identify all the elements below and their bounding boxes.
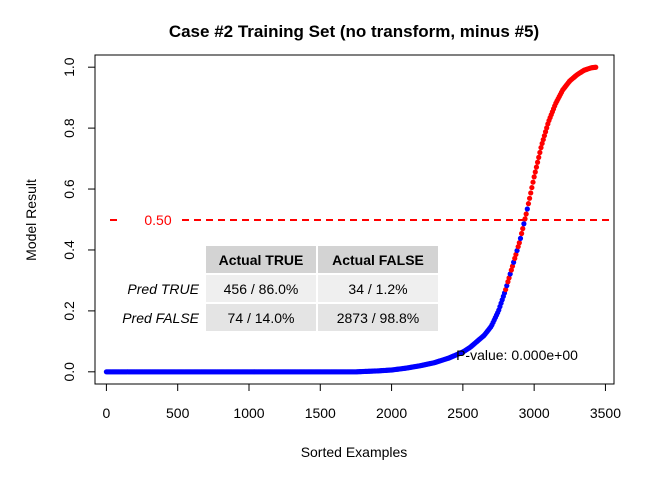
y-tick-label: 0.0 bbox=[61, 362, 77, 382]
table-cell-value: 74 / 14.0% bbox=[228, 310, 295, 326]
data-point bbox=[534, 159, 541, 165]
y-tick-label: 0.6 bbox=[61, 179, 77, 199]
threshold-label: 0.50 bbox=[144, 212, 171, 228]
table-row-label: Pred FALSE bbox=[122, 310, 199, 326]
x-axis-label: Sorted Examples bbox=[301, 444, 408, 460]
table-cell-value: 34 / 1.2% bbox=[348, 281, 407, 297]
data-point bbox=[517, 235, 524, 241]
x-tick-label: 1500 bbox=[305, 405, 336, 421]
table-cell-value: 456 / 86.0% bbox=[224, 281, 299, 297]
data-point bbox=[511, 259, 517, 265]
data-point bbox=[507, 271, 513, 277]
data-point bbox=[529, 184, 535, 191]
confusion-table: Actual TRUE Actual FALSE Pred TRUE Pred … bbox=[122, 246, 438, 331]
data-point bbox=[508, 267, 514, 273]
data-point bbox=[533, 164, 540, 170]
data-point bbox=[537, 149, 543, 156]
data-point bbox=[512, 255, 518, 261]
data-point bbox=[544, 125, 550, 131]
table-row-label: Pred TRUE bbox=[127, 281, 199, 297]
x-tick-label: 0 bbox=[103, 405, 111, 421]
table-cell-value: 2873 / 98.8% bbox=[337, 310, 420, 326]
x-tick-label: 2000 bbox=[376, 405, 407, 421]
y-tick-label: 0.2 bbox=[61, 301, 77, 321]
y-axis-label: Model Result bbox=[23, 179, 39, 261]
data-point bbox=[536, 154, 542, 160]
data-point bbox=[532, 169, 538, 175]
data-point bbox=[514, 247, 520, 254]
data-point bbox=[526, 195, 533, 201]
data-point bbox=[542, 129, 549, 135]
data-point bbox=[513, 251, 519, 258]
x-tick-label: 1000 bbox=[233, 405, 264, 421]
y-tick-label: 0.8 bbox=[61, 118, 77, 138]
x-tick-label: 3500 bbox=[590, 405, 621, 421]
data-point bbox=[520, 226, 526, 232]
data-point bbox=[540, 136, 546, 143]
table-cell bbox=[318, 275, 438, 302]
data-point bbox=[525, 201, 532, 207]
data-point bbox=[506, 275, 512, 281]
data-point bbox=[521, 221, 527, 227]
p-value-annotation: P-value: 0.000e+00 bbox=[456, 347, 578, 363]
data-point bbox=[541, 133, 548, 139]
data-point bbox=[531, 174, 537, 180]
table-header-cell bbox=[318, 246, 438, 273]
data-point bbox=[523, 211, 529, 217]
y-tick-label: 0.4 bbox=[61, 240, 77, 260]
data-point bbox=[528, 190, 534, 196]
x-tick-label: 500 bbox=[166, 405, 190, 421]
x-tick-label: 2500 bbox=[447, 405, 478, 421]
data-point bbox=[530, 179, 536, 185]
data-point bbox=[515, 244, 521, 250]
table-cell bbox=[318, 304, 438, 331]
y-tick-label: 1.0 bbox=[61, 57, 77, 77]
data-point bbox=[593, 64, 599, 70]
data-point bbox=[524, 206, 530, 212]
data-point bbox=[516, 240, 522, 246]
data-points bbox=[103, 64, 599, 375]
table-cell bbox=[206, 304, 316, 331]
data-point bbox=[504, 283, 510, 289]
y-axis: 0.0 0.2 0.4 0.6 0.8 1.0 bbox=[61, 57, 96, 382]
data-point bbox=[538, 145, 544, 151]
data-point bbox=[509, 263, 516, 269]
table-col-header: Actual FALSE bbox=[332, 252, 424, 268]
data-point bbox=[505, 279, 511, 285]
data-point bbox=[519, 230, 525, 237]
table-col-header: Actual TRUE bbox=[219, 252, 304, 268]
chart-title: Case #2 Training Set (no transform, minu… bbox=[169, 22, 539, 41]
x-axis: 0 500 1000 1500 2000 2500 3000 3500 bbox=[103, 383, 621, 421]
table-header-cell bbox=[206, 246, 316, 273]
table-cell bbox=[206, 275, 316, 302]
x-tick-label: 3000 bbox=[519, 405, 550, 421]
